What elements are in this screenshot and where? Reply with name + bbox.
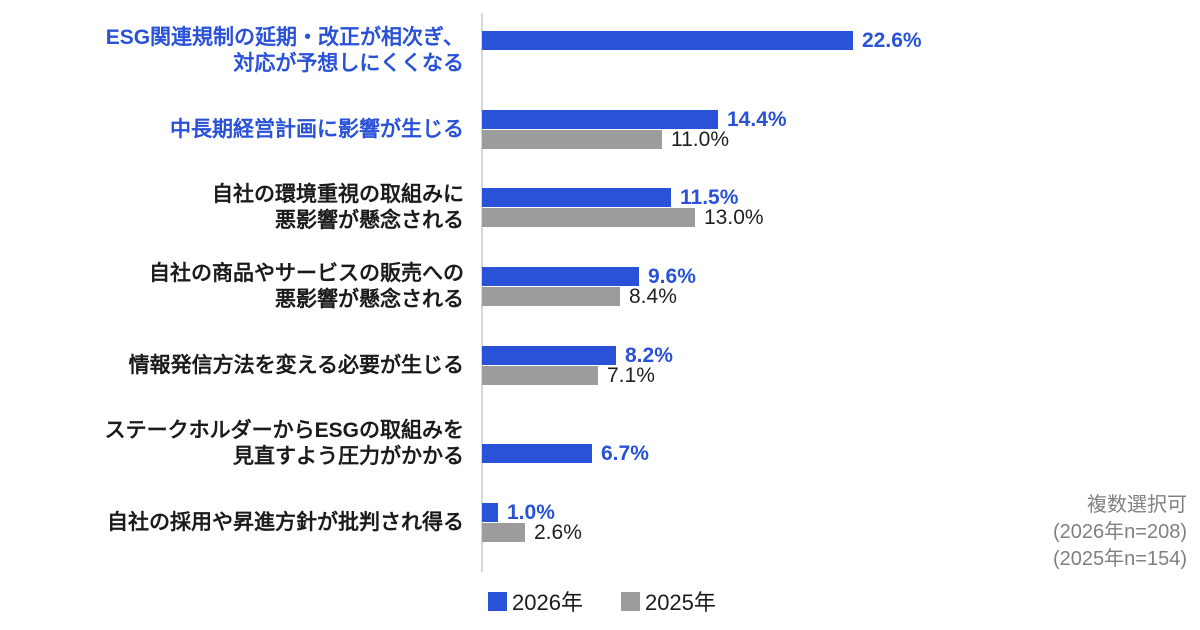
legend-item-2026: 2026年 bbox=[488, 585, 583, 617]
value-label-2026: 8.2% bbox=[625, 344, 673, 367]
bar-2025 bbox=[482, 208, 695, 227]
legend-swatch-2026 bbox=[488, 591, 507, 611]
category-label: 中長期経営計画に影響が生じる bbox=[170, 118, 464, 141]
value-label-2026: 9.6% bbox=[648, 265, 696, 288]
category-label: ESG関連規制の延期・改正が相次ぎ、 対応が予想しにくくなる bbox=[105, 26, 464, 75]
chart-row: 自社の採用や昇進方針が批判され得る 1.0% 2.6% bbox=[0, 501, 1200, 544]
category-label: 情報発信方法を変える必要が生じる bbox=[128, 354, 464, 377]
legend-label-2025: 2025年 bbox=[644, 590, 716, 615]
bar-2025 bbox=[482, 287, 620, 306]
chart-row: 情報発信方法を変える必要が生じる 8.2% 7.1% bbox=[0, 344, 1200, 387]
value-label-2026: 6.7% bbox=[601, 442, 649, 465]
bar-2026 bbox=[482, 267, 639, 286]
bar-2025 bbox=[482, 366, 598, 385]
legend-item-2025: 2025年 bbox=[620, 585, 716, 617]
legend-label-2026: 2026年 bbox=[512, 590, 583, 615]
category-label: 自社の採用や昇進方針が批判され得る bbox=[107, 511, 464, 534]
value-label-2025: 8.4% bbox=[629, 285, 677, 308]
chart-row: ESG関連規制の延期・改正が相次ぎ、 対応が予想しにくくなる 22.6% bbox=[0, 26, 1200, 75]
bar-2026 bbox=[482, 188, 671, 207]
chart-notes: 複数選択可 (2026年n=208) (2025年n=154) bbox=[1053, 492, 1187, 573]
chart-row: 自社の環境重視の取組みに 悪影響が懸念される 11.5% 13.0% bbox=[0, 183, 1200, 232]
bar-2026 bbox=[482, 503, 498, 522]
category-label: ステークホルダーからESGの取組みを 見直すよう圧力がかかる bbox=[104, 419, 464, 468]
value-label-2026: 11.5% bbox=[680, 186, 739, 209]
note-sample-size-2025: (2025年n=154) bbox=[1053, 548, 1187, 570]
value-label-2025: 2.6% bbox=[534, 521, 582, 544]
chart-row: 中長期経営計画に影響が生じる 14.4% 11.0% bbox=[0, 108, 1200, 151]
chart-row: ステークホルダーからESGの取組みを 見直すよう圧力がかかる 6.7% bbox=[0, 419, 1200, 468]
category-label: 自社の商品やサービスの販売への 悪影響が懸念される bbox=[149, 262, 464, 311]
value-label-2026: 1.0% bbox=[507, 501, 555, 524]
value-label-2025: 13.0% bbox=[704, 206, 764, 229]
value-label-2025: 11.0% bbox=[671, 128, 729, 151]
chart-row: 自社の商品やサービスの販売への 悪影響が懸念される 9.6% 8.4% bbox=[0, 262, 1200, 311]
bar-2026 bbox=[482, 31, 853, 50]
note-sample-size-2026: (2026年n=208) bbox=[1053, 521, 1187, 543]
value-label-2025: 7.1% bbox=[607, 364, 655, 387]
bar-2026 bbox=[482, 346, 616, 365]
category-label: 自社の環境重視の取組みに 悪影響が懸念される bbox=[212, 183, 464, 232]
bar-2025 bbox=[482, 523, 525, 542]
bar-2025 bbox=[482, 130, 662, 149]
legend-swatch-2025 bbox=[620, 591, 640, 611]
value-label-2026: 14.4% bbox=[727, 108, 787, 131]
chart-legend: 2026年 2025年 bbox=[488, 585, 716, 617]
bar-2026 bbox=[482, 110, 718, 129]
bar-2026 bbox=[482, 444, 592, 463]
value-label-2026: 22.6% bbox=[862, 29, 922, 52]
note-multiple-choice: 複数選択可 bbox=[1087, 494, 1187, 516]
